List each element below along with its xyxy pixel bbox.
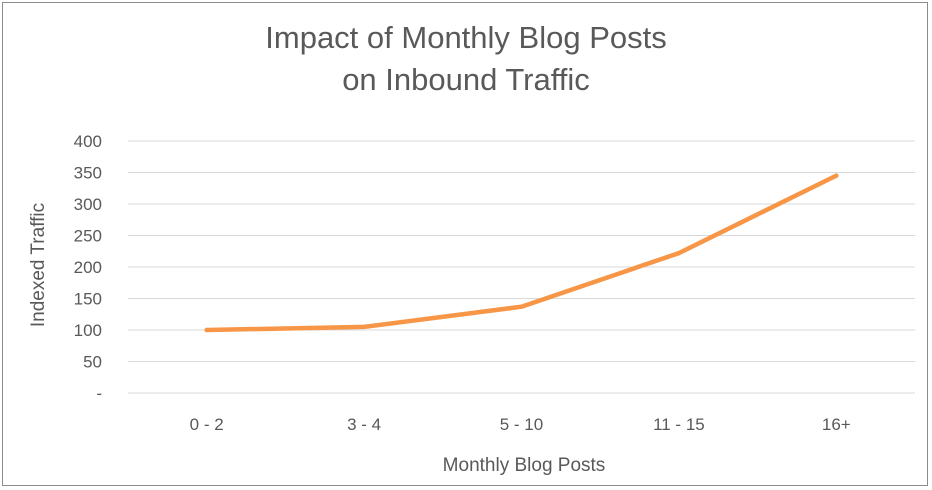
chart-title-line-2: on Inbound Traffic bbox=[342, 62, 590, 97]
y-tick-label: 350 bbox=[74, 164, 102, 183]
y-tick-label: 100 bbox=[74, 321, 102, 340]
y-tick-label: 250 bbox=[74, 227, 102, 246]
y-tick-label: 150 bbox=[74, 290, 102, 309]
x-axis-title: Monthly Blog Posts bbox=[443, 455, 606, 476]
y-tick-label: 300 bbox=[74, 195, 102, 214]
y-axis-title: Indexed Traffic bbox=[28, 203, 49, 327]
data-point bbox=[361, 324, 367, 330]
x-tick-label: 3 - 4 bbox=[347, 415, 381, 434]
data-point bbox=[676, 250, 682, 256]
chart-title-line-1: Impact of Monthly Blog Posts bbox=[265, 20, 666, 55]
y-tick-label: - bbox=[96, 384, 102, 403]
y-axis-ticks: - 50 100 150 200 250 300 350 400 bbox=[74, 132, 102, 403]
data-point bbox=[834, 173, 839, 178]
y-tick-label: 400 bbox=[74, 132, 102, 151]
x-tick-label: 5 - 10 bbox=[500, 415, 543, 434]
x-tick-label: 0 - 2 bbox=[190, 415, 224, 434]
data-point bbox=[204, 327, 209, 333]
series-group bbox=[204, 173, 839, 333]
x-tick-label: 11 - 15 bbox=[653, 415, 705, 434]
y-tick-label: 50 bbox=[83, 353, 102, 372]
y-tick-label: 200 bbox=[74, 258, 102, 277]
gridlines bbox=[128, 140, 915, 394]
x-axis-ticks: 0 - 2 3 - 4 5 - 10 11 - 15 16+ bbox=[190, 415, 851, 434]
data-point bbox=[519, 304, 524, 309]
x-tick-label: 16+ bbox=[822, 415, 851, 434]
